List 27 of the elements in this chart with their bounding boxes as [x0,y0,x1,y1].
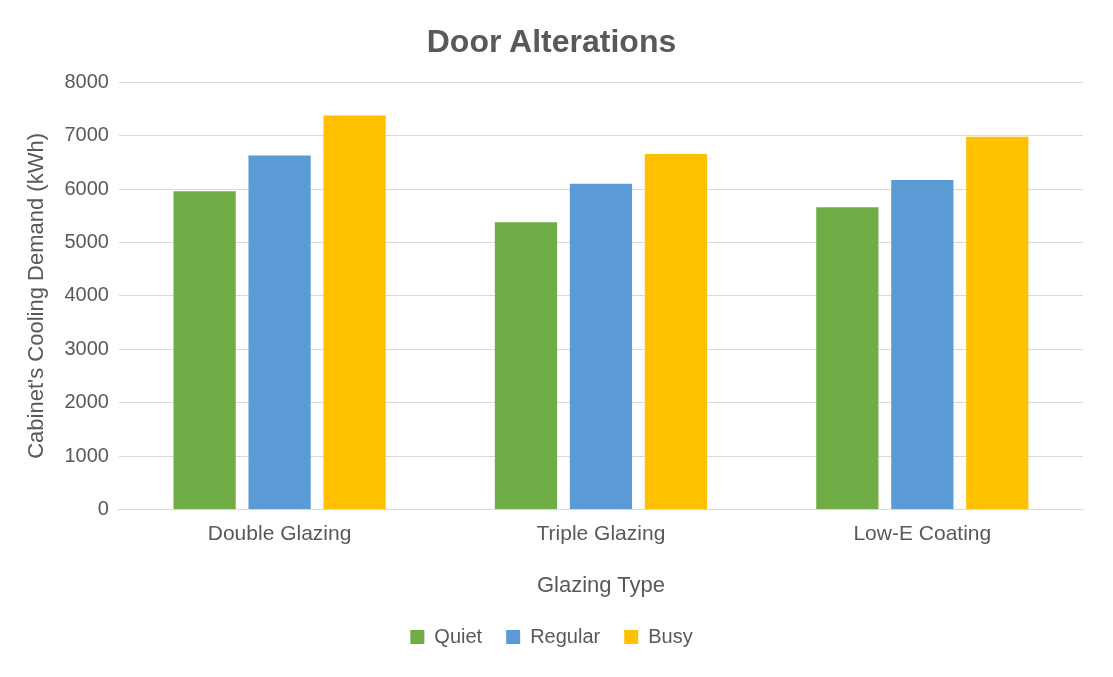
y-tick-label: 4000 [64,283,109,306]
x-axis-title: Glazing Type [536,571,665,597]
y-tick-label: 2000 [64,390,109,413]
y-tick-label: 0 [97,496,109,519]
bar [816,207,879,509]
legend-label: Regular [530,624,601,647]
bar [966,136,1029,509]
x-tick-label: Double Glazing [207,520,352,544]
bar [494,222,558,509]
bar [173,191,236,509]
bar [891,180,954,509]
bar [323,115,386,509]
legend-label: Busy [648,624,693,647]
y-tick-label: 7000 [64,123,109,146]
x-tick-label: Triple Glazing [536,520,666,544]
bar [644,153,708,509]
y-tick-label: 1000 [64,443,109,466]
legend-label: Quiet [434,624,483,647]
y-tick-label: 6000 [64,176,109,199]
y-tick-label: 8000 [64,69,109,92]
y-axis-title: Cabinet's Cooling Demand (kWh) [23,133,49,459]
y-tick-label: 5000 [64,230,109,253]
bar [569,183,633,509]
bar [248,155,311,509]
y-tick-label: 3000 [64,336,109,359]
chart-title: Door Alterations [426,23,677,60]
x-tick-label: Low-E Coating [853,520,992,544]
